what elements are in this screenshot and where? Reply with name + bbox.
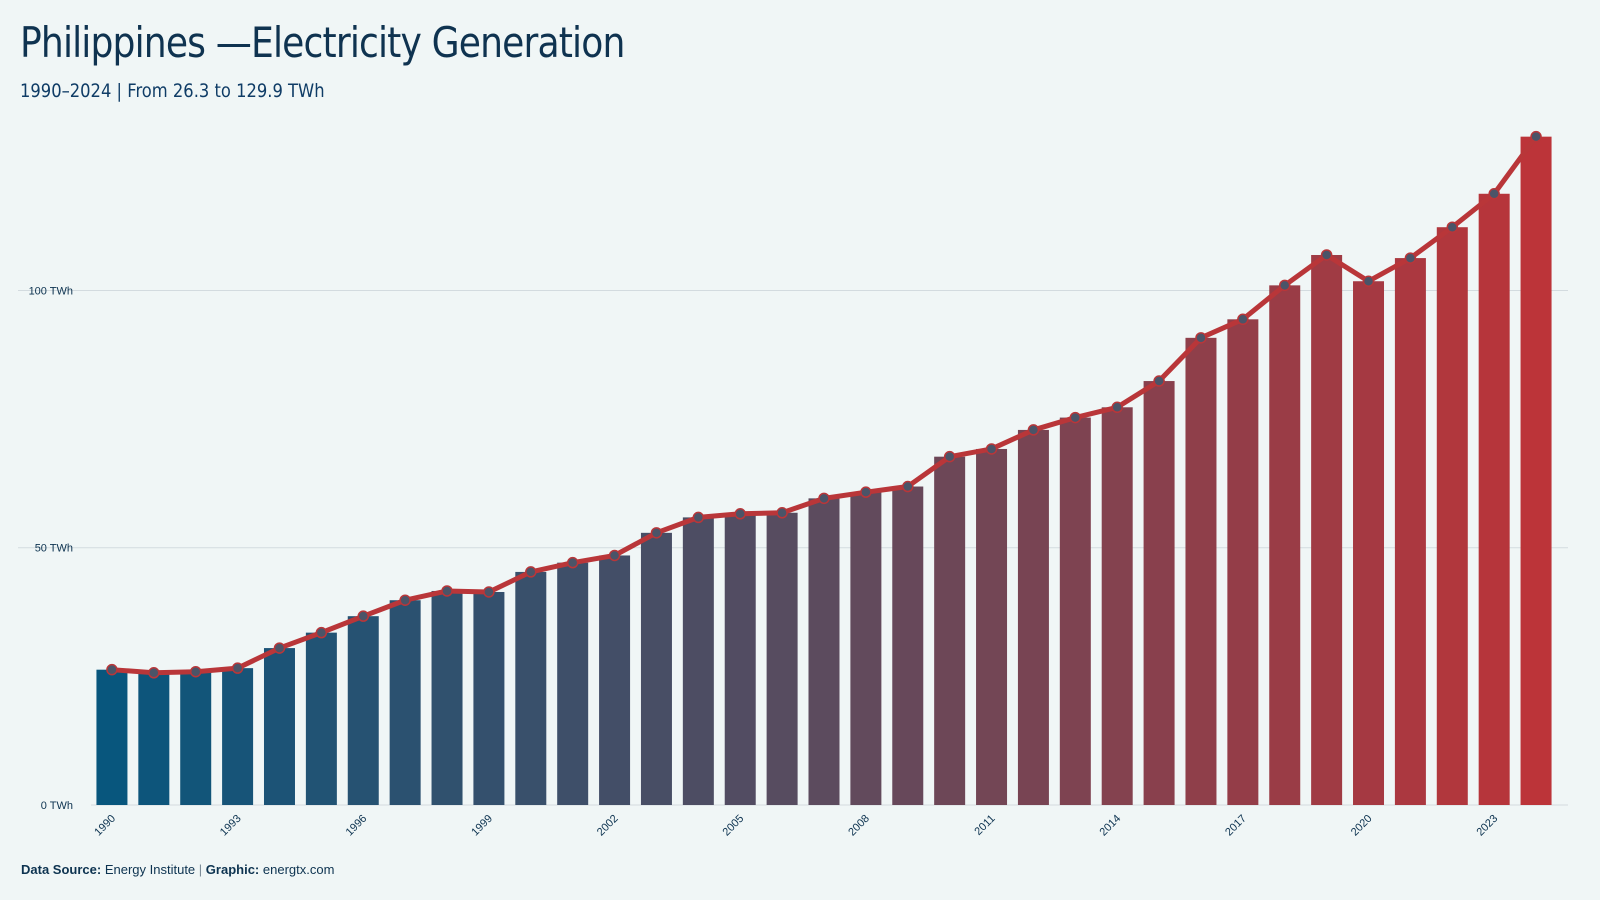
line-point (106, 663, 118, 676)
line-point (943, 450, 956, 463)
x-tick-label: 2002 (595, 813, 621, 839)
bar (431, 590, 463, 805)
bar (305, 632, 337, 805)
y-tick-label: 50 TWh (35, 543, 73, 555)
y-tick-label: 100 TWh (29, 285, 73, 297)
bar (347, 616, 379, 805)
page-title: Philippines —Electricity Generation (20, 18, 625, 67)
bar (515, 571, 547, 805)
line-point (692, 511, 705, 524)
line-point (1530, 130, 1542, 143)
line-point (399, 594, 411, 606)
line-point (357, 610, 370, 622)
bar (557, 562, 589, 805)
bar (1394, 258, 1426, 806)
page-subtitle: 1990–2024 | From 26.3 to 129.9 TWh (20, 80, 325, 102)
line-points (106, 130, 1542, 679)
bar (222, 668, 254, 805)
footer-separator: | (198, 862, 203, 877)
line-point (1153, 375, 1165, 387)
bar (389, 600, 421, 805)
line-point (1320, 249, 1333, 261)
line-point (776, 507, 788, 519)
bar (682, 517, 714, 805)
x-tick-label: 2005 (721, 813, 747, 839)
line-point (1195, 332, 1207, 344)
line-point (1237, 313, 1249, 326)
line-point (566, 556, 579, 569)
line-point (860, 486, 872, 498)
line-point (1404, 252, 1417, 264)
bar (1311, 254, 1343, 805)
y-tick-label: 0 TWh (41, 800, 73, 812)
x-tick-label: 2011 (972, 813, 997, 838)
bar (180, 671, 212, 805)
bar (138, 672, 170, 805)
x-tick-label: 2008 (846, 813, 872, 839)
line-point (1111, 401, 1123, 414)
bar (724, 513, 756, 805)
line-point (1362, 275, 1375, 287)
bar (473, 591, 505, 805)
graphic-label: Graphic: (205, 862, 260, 877)
bar (1353, 281, 1385, 805)
x-tick-label: 2014 (1098, 813, 1124, 839)
x-tick-label: 2017 (1223, 813, 1249, 839)
line-point (734, 508, 746, 520)
bar (1269, 285, 1301, 805)
line-point (985, 443, 998, 455)
x-tick-label: 2020 (1349, 813, 1375, 839)
line-point (608, 549, 621, 562)
line-point (483, 586, 495, 598)
line-point (1278, 279, 1291, 292)
line-point (650, 527, 663, 539)
line-point (902, 480, 914, 493)
bar (1520, 136, 1552, 805)
bar (1101, 407, 1133, 805)
graphic-value: energtx.com (262, 862, 335, 877)
bar (640, 532, 672, 805)
x-tick-label: 1993 (218, 813, 244, 839)
line-point (441, 585, 453, 597)
bar (1143, 381, 1175, 805)
bar (1227, 319, 1259, 805)
bar (850, 492, 882, 805)
bars (96, 136, 1552, 806)
bar (1436, 227, 1468, 805)
line-point (1488, 188, 1500, 200)
line-point (1069, 411, 1082, 424)
x-tick-label: 2023 (1474, 813, 1500, 839)
x-axis-ticks: 1990 1993 1996 1999 2002 2005 2008 2011 2014 2017… (92, 813, 1500, 839)
bar (1185, 337, 1217, 805)
bar (263, 648, 295, 805)
line-point (231, 662, 244, 674)
bar (766, 512, 798, 805)
line-point (1446, 221, 1459, 233)
x-tick-label: 1996 (344, 813, 370, 839)
line-point (148, 667, 160, 679)
bar (976, 448, 1008, 805)
line-point (189, 665, 202, 678)
line-point (525, 566, 537, 578)
bar (1017, 429, 1049, 805)
bar (599, 555, 631, 805)
line-point (1027, 424, 1040, 436)
bar (1478, 193, 1510, 805)
bar (892, 486, 924, 805)
line-point (315, 626, 328, 639)
bar (934, 456, 966, 805)
y-axis-ticks: 0 TWh 50 TWh 100 TWh (29, 285, 73, 812)
bar (808, 498, 840, 805)
footer-credit: Data Source: Energy Institute | Graphic:… (21, 862, 334, 877)
x-tick-label: 1990 (92, 813, 118, 839)
line-point (818, 492, 830, 505)
bar (96, 669, 128, 805)
source-value: Energy Institute (104, 862, 196, 877)
x-tick-label: 1999 (469, 813, 495, 839)
line-point (273, 642, 286, 654)
bar (1059, 417, 1091, 805)
source-label: Data Source: (21, 862, 102, 877)
